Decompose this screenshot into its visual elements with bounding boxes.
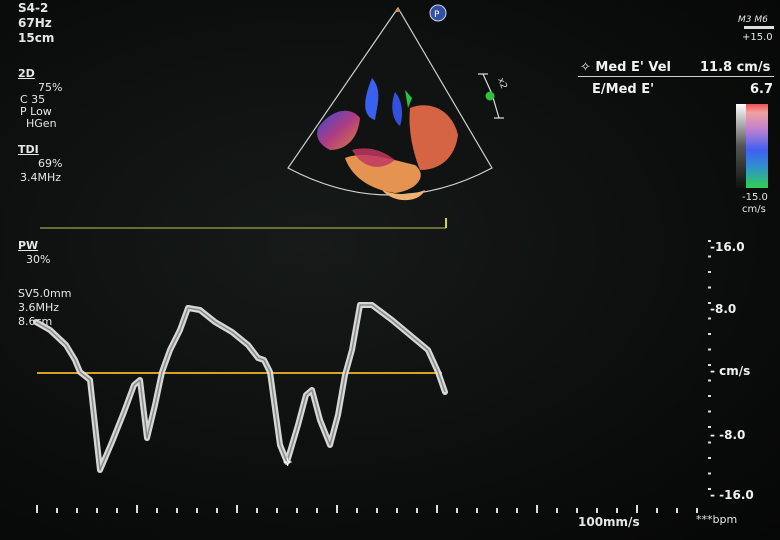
time-tick (56, 508, 58, 513)
scale-tick (708, 271, 711, 273)
frame-rate: 67Hz (18, 16, 52, 30)
time-tick (36, 505, 38, 513)
time-tick (156, 508, 158, 513)
time-tick (296, 508, 298, 513)
probe-orientation-label: P (434, 10, 440, 20)
mode-2d-frequency: HGen (26, 117, 57, 130)
velocity-scale-lower: - -8.0 (710, 428, 746, 442)
time-tick (556, 508, 558, 513)
velocity-scale-bottom: - -16.0 (710, 488, 754, 502)
time-tick (576, 508, 578, 513)
heart-rate: ***bpm (696, 513, 738, 526)
color-bar-mode: M3 M6 (738, 15, 768, 25)
scale-tick (708, 364, 711, 366)
time-tick (196, 508, 198, 513)
time-tick (76, 508, 78, 513)
time-tick (536, 505, 538, 513)
mode-2d-compress: C 35 (20, 93, 46, 106)
sample-gate-icon[interactable] (485, 91, 495, 101)
velocity-scale-baseline: - cm/s (710, 364, 751, 378)
pw-sample-volume: SV5.0mm (18, 287, 72, 300)
color-bar-marker (744, 26, 774, 29)
probe-orientation-icon (429, 4, 447, 22)
time-tick (216, 508, 218, 513)
measurement-divider (578, 76, 774, 77)
velocity-scale-top: -16.0 (710, 240, 745, 254)
gray-scale-bar (736, 104, 746, 188)
time-tick (356, 508, 358, 513)
time-tick (416, 508, 418, 513)
med-e-vel-label: ✧ Med E' Vel (580, 60, 672, 75)
time-tick (496, 508, 498, 513)
sweep-speed: 100mm/s (578, 515, 640, 529)
pw-gain: 30% (26, 253, 51, 266)
tdi-frequency: 3.4MHz (20, 171, 62, 184)
time-tick (516, 508, 518, 513)
scale-tick (708, 395, 711, 397)
color-bar-bottom: -15.0 (742, 192, 768, 203)
scale-tick (708, 472, 711, 475)
depth: 15cm (18, 31, 55, 45)
time-tick (636, 505, 638, 513)
scale-tick (708, 410, 711, 413)
scale-tick (708, 348, 711, 351)
zoom-label: x2 (495, 77, 508, 91)
e-med-e-label: E/Med E' (592, 82, 655, 97)
scale-tick (708, 379, 711, 382)
time-tick (596, 508, 598, 513)
time-tick (476, 508, 478, 513)
scale-tick (708, 426, 711, 428)
time-tick (96, 508, 98, 513)
e-med-e-value: 6.7 (750, 82, 774, 97)
probe-name: S4-2 (18, 1, 49, 15)
time-tick (376, 508, 378, 513)
time-tick (176, 508, 178, 513)
mode-2d-power: P Low (20, 105, 52, 118)
color-bar-unit: cm/s (742, 204, 766, 215)
time-tick (276, 508, 278, 513)
time-tick (336, 505, 338, 513)
scale-tick (708, 302, 711, 304)
time-tick (396, 508, 398, 513)
pw-frequency: 3.6MHz (18, 301, 60, 314)
scale-tick (708, 317, 711, 320)
caliper-cross-icon[interactable]: ✛ (283, 456, 292, 469)
scale-tick (708, 457, 711, 459)
scale-tick (708, 441, 711, 444)
tdi-gain: 69% (38, 157, 63, 170)
time-tick (616, 508, 618, 513)
time-tick (136, 505, 138, 513)
time-tick (436, 505, 438, 513)
time-tick (676, 508, 678, 513)
med-e-vel-value: 11.8 cm/s (700, 60, 771, 75)
time-tick (256, 508, 258, 513)
mode-2d-gain: 75% (38, 81, 63, 94)
scale-tick (708, 240, 711, 242)
time-tick (116, 508, 118, 513)
time-tick (696, 508, 698, 513)
scale-tick (708, 286, 711, 289)
time-tick (236, 505, 238, 513)
scale-tick (708, 255, 711, 258)
time-tick (656, 508, 658, 513)
scale-tick (708, 333, 711, 335)
spectral-trace-core (35, 304, 446, 471)
scale-tick (708, 488, 711, 490)
color-bar-top: +15.0 (742, 32, 773, 43)
mode-2d-title: 2D (18, 67, 35, 80)
pw-title: PW (18, 239, 39, 252)
tdi-title: TDI (18, 143, 39, 156)
time-tick (316, 508, 318, 513)
time-tick (456, 508, 458, 513)
velocity-scale-upper: -8.0 (710, 302, 737, 316)
color-velocity-bar (746, 104, 768, 188)
